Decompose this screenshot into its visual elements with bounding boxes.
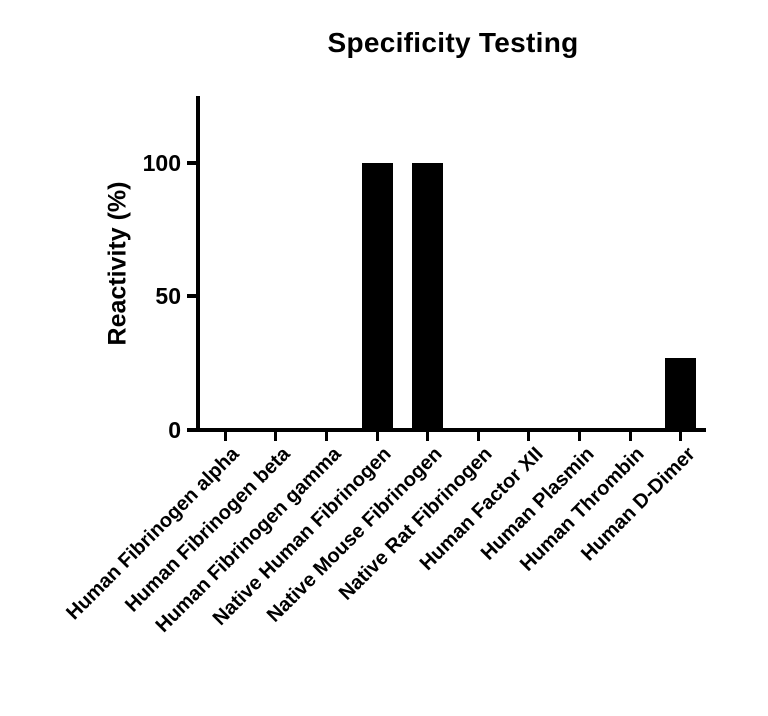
x-tick-mark — [375, 432, 379, 441]
y-tick-label: 100 — [142, 149, 181, 176]
bar — [361, 162, 393, 430]
x-tick-mark — [578, 432, 581, 441]
x-tick-mark — [476, 432, 480, 441]
y-axis-line — [196, 96, 200, 432]
x-tick-mark — [274, 432, 278, 441]
y-tick-mark — [187, 428, 196, 432]
y-axis-label: Reactivity (%) — [103, 181, 132, 346]
x-tick-mark — [679, 432, 683, 441]
chart-title: Specificity Testing — [327, 27, 579, 58]
x-tick-mark — [325, 432, 328, 441]
y-tick-mark — [187, 294, 196, 299]
x-tick-mark — [223, 432, 227, 441]
y-tick-mark — [187, 160, 196, 165]
x-tick-mark — [628, 432, 632, 441]
y-tick-label: 50 — [155, 283, 181, 310]
x-tick-mark — [426, 432, 430, 441]
y-tick-label: 0 — [168, 417, 181, 443]
x-tick-mark — [527, 432, 531, 441]
bar — [412, 162, 444, 430]
bar — [665, 357, 697, 430]
x-axis-line — [196, 428, 706, 432]
